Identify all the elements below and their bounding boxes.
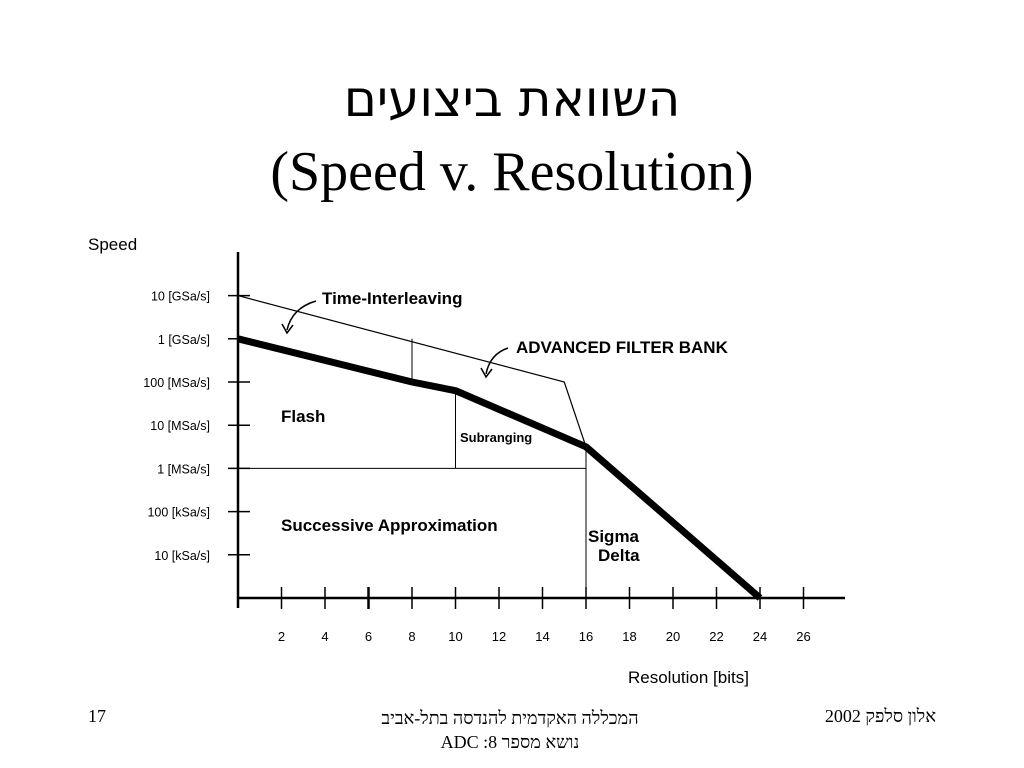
x-tick-label: 4 bbox=[321, 629, 328, 644]
page-number: 17 bbox=[88, 706, 106, 726]
x-tick-label: 10 bbox=[448, 629, 462, 644]
y-tick-label: 10 [kSa/s] bbox=[154, 549, 210, 563]
y-tick-label: 100 [MSa/s] bbox=[143, 376, 210, 390]
advanced-filter-bank-arrow-head bbox=[480, 367, 493, 379]
footer-institution: המכללה האקדמית להנדסה בתל-אביב נושא מספר… bbox=[320, 706, 700, 754]
x-tick-label: 2 bbox=[278, 629, 285, 644]
time-interleaving-label: Time-Interleaving bbox=[322, 289, 462, 308]
x-tick-label: 16 bbox=[579, 629, 593, 644]
footer-institution-line1: המכללה האקדמית להנדסה בתל-אביב bbox=[381, 708, 639, 728]
flash-label: Flash bbox=[281, 407, 325, 426]
x-tick-label: 20 bbox=[666, 629, 680, 644]
sigma-delta-2-label: Delta bbox=[598, 546, 640, 565]
x-tick-label: 14 bbox=[535, 629, 549, 644]
x-tick-label: 18 bbox=[622, 629, 636, 644]
y-tick-label: 1 [GSa/s] bbox=[158, 333, 210, 347]
advanced-filter-bank-line bbox=[237, 295, 587, 447]
y-tick-label: 10 [GSa/s] bbox=[151, 290, 210, 304]
time-interleaving-arrow-head bbox=[281, 323, 294, 335]
slide-title-english: (Speed v. Resolution) bbox=[270, 141, 754, 203]
x-axis-label: Resolution [bits] bbox=[628, 668, 749, 687]
y-axis-label: Speed bbox=[88, 235, 137, 254]
x-tick-label: 12 bbox=[492, 629, 506, 644]
successive-approximation-label: Successive Approximation bbox=[281, 516, 498, 535]
x-tick-label: 8 bbox=[408, 629, 415, 644]
slide-title-hebrew: השוואת ביצועים bbox=[343, 70, 681, 128]
advanced-filter-bank-arrow bbox=[485, 347, 509, 375]
advanced-filter-bank-label: ADVANCED FILTER BANK bbox=[516, 338, 729, 357]
y-tick-label: 1 [MSa/s] bbox=[157, 462, 210, 476]
state-of-the-art-curve bbox=[237, 335, 763, 601]
sigma-delta-1-label: Sigma bbox=[588, 527, 640, 546]
y-tick-label: 100 [kSa/s] bbox=[147, 506, 210, 520]
x-tick-label: 26 bbox=[796, 629, 810, 644]
x-tick-label: 6 bbox=[365, 629, 372, 644]
footer-author-year: אלון סלפק 2002 bbox=[824, 706, 936, 726]
x-tick-label: 22 bbox=[709, 629, 723, 644]
time-interleaving-arrow bbox=[286, 300, 317, 331]
x-tick-label: 24 bbox=[753, 629, 767, 644]
footer-topic-line: נושא מספר 8: ADC bbox=[440, 732, 580, 752]
y-tick-label: 10 [MSa/s] bbox=[150, 419, 210, 433]
subranging-label: Subranging bbox=[460, 430, 532, 445]
